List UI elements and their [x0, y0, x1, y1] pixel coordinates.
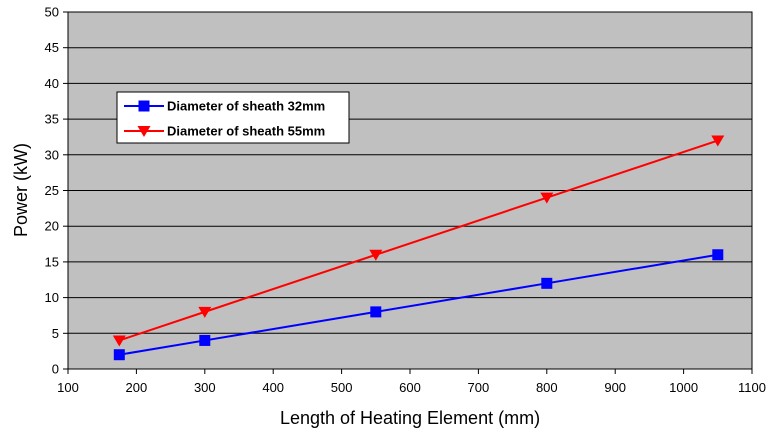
data-point — [541, 277, 553, 289]
legend: Diameter of sheath 32mm Diameter of sheat… — [116, 91, 350, 144]
y-tick-label: 0 — [52, 362, 59, 377]
x-tick-label: 1100 — [738, 380, 766, 395]
data-point — [369, 249, 383, 261]
x-tick-label: 200 — [126, 380, 148, 395]
x-tick-label: 900 — [604, 380, 626, 395]
data-point — [199, 334, 211, 346]
x-tick-label: 100 — [57, 380, 79, 395]
legend-marker — [138, 100, 150, 112]
series-layer — [112, 135, 725, 361]
x-tick-label: 1000 — [669, 380, 698, 395]
series-2 — [112, 135, 725, 347]
data-point — [112, 335, 126, 347]
data-point — [711, 135, 725, 147]
x-axis-ticks: 100 200 300 400 500 600 700 800 900 1000 1100 — [57, 369, 766, 395]
x-tick-label: 800 — [536, 380, 558, 395]
y-tick-label: 20 — [45, 219, 59, 234]
y-axis-title: Power (kW) — [11, 143, 31, 237]
y-tick-label: 35 — [45, 112, 59, 127]
y-tick-label: 45 — [45, 40, 59, 55]
y-tick-label: 15 — [45, 254, 59, 269]
x-tick-label: 300 — [194, 380, 216, 395]
legend-entry: Diameter of sheath 32mm — [124, 99, 325, 114]
series-1 — [113, 249, 724, 361]
legend-marker — [137, 126, 151, 137]
data-point — [370, 306, 382, 318]
x-tick-label: 400 — [262, 380, 284, 395]
data-point — [540, 192, 554, 204]
y-axis-ticks: 0 5 10 15 20 25 30 35 40 45 50 — [45, 5, 68, 377]
grid-lines — [68, 47, 752, 334]
x-tick-label: 500 — [331, 380, 353, 395]
y-tick-label: 10 — [45, 290, 59, 305]
data-point — [198, 306, 212, 318]
y-tick-label: 40 — [45, 76, 59, 91]
legend-label: Diameter of sheath 32mm — [167, 99, 325, 114]
legend-box — [116, 91, 350, 144]
data-point — [113, 349, 125, 361]
legend-items: Diameter of sheath 32mm Diameter of sheat… — [124, 99, 325, 139]
y-tick-label: 5 — [52, 326, 59, 341]
x-axis-title: Length of Heating Element (mm) — [280, 408, 540, 428]
y-tick-label: 50 — [45, 5, 59, 20]
x-tick-label: 600 — [399, 380, 421, 395]
data-point — [712, 249, 724, 261]
x-tick-label: 700 — [468, 380, 490, 395]
legend-entry: Diameter of sheath 55mm — [124, 124, 325, 139]
y-tick-label: 30 — [45, 147, 59, 162]
legend-label: Diameter of sheath 55mm — [167, 124, 325, 139]
y-tick-label: 25 — [45, 183, 59, 198]
